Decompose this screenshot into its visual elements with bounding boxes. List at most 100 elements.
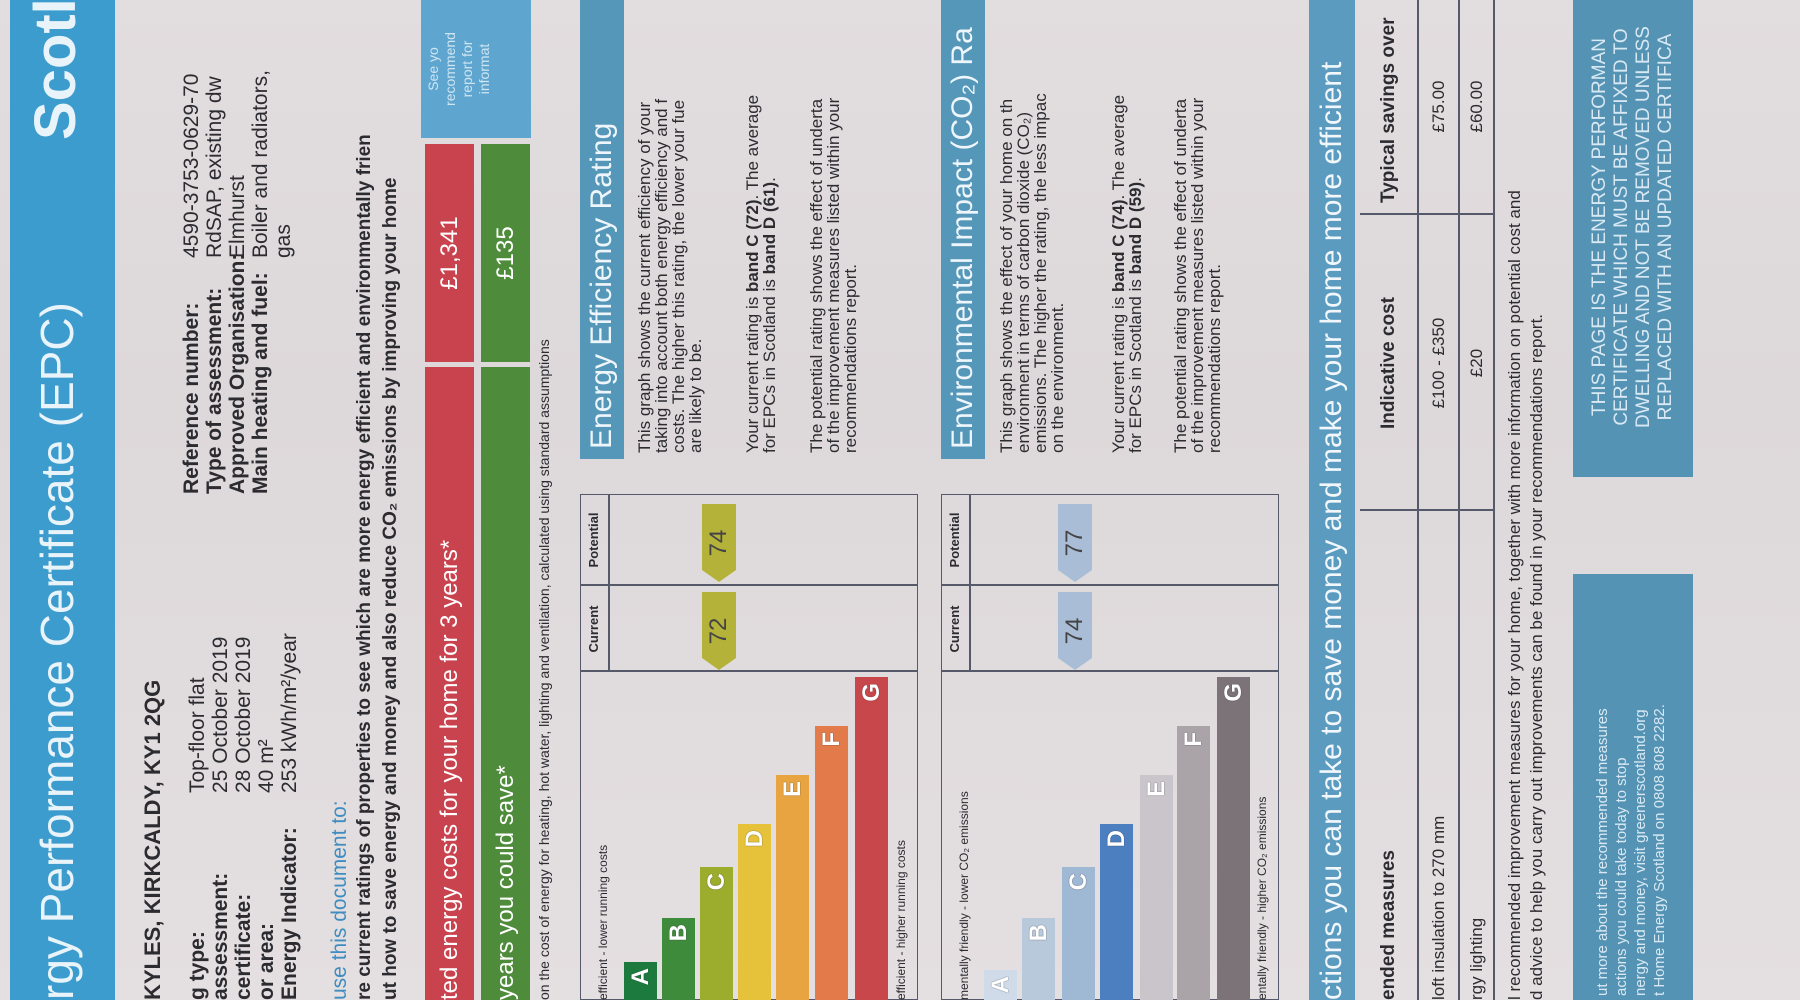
actions-heading: ctions you can take to save money and ma… <box>1309 0 1355 1000</box>
rating-band-b: B <box>662 918 695 1000</box>
rating-band-b: B <box>1022 918 1055 1000</box>
text-line: nergy and money, visit greenerscotland.o… <box>1632 709 1649 996</box>
column-current-label: Current <box>586 605 601 653</box>
table-header: ended measures <box>1378 850 1399 1000</box>
info-label: certificate: <box>232 893 255 1000</box>
info-value: Elmhurst <box>226 175 249 258</box>
document-title: rgy Performance Certificate (EPC) <box>31 302 83 1000</box>
info-label: g type: <box>186 931 209 1000</box>
savings-value: £135 <box>481 144 530 362</box>
property-address: KYLES, KIRKCALDY, KY1 2QG <box>140 679 165 1000</box>
column-divider <box>941 584 1279 586</box>
see-recommendations-box: See yo recommend report for informat <box>421 0 531 138</box>
energy-paragraph-3: The potential rating shows the effect of… <box>807 97 860 453</box>
text-line: environment in terms of carbon dioxide (… <box>1014 111 1033 453</box>
potential-rating-marker: 74 <box>702 504 736 582</box>
table-cell: £75.00 <box>1429 80 1448 133</box>
text-line: d advice to help you carry out improveme… <box>1527 313 1546 1000</box>
text: for EPCs in Scotland is <box>760 274 779 453</box>
current-rating-marker: 74 <box>1058 592 1092 670</box>
table-divider <box>1493 0 1495 1000</box>
info-label: Approved Organisation: <box>226 253 249 494</box>
intro-line: re current ratings of properties to see … <box>354 134 375 1000</box>
info-label: Main heating and fuel: <box>249 272 272 494</box>
info-box: ut more about the recommended measures a… <box>1573 574 1693 1000</box>
env-paragraph-1: This graph shows the effect of your home… <box>997 93 1067 453</box>
rating-band-f: F <box>1177 726 1210 1000</box>
text-line: REPLACED WITH AN UPDATED CERTIFICA <box>1655 33 1676 421</box>
costs-label: ted energy costs for your home for 3 yea… <box>425 367 474 1000</box>
text: . <box>760 177 779 182</box>
energy-heading: Energy Efficiency Rating <box>580 0 624 459</box>
text-line: ut more about the recommended measures <box>1594 708 1611 996</box>
info-value: 253 kWh/m²/year <box>278 633 301 793</box>
text-line: DWELLING AND NOT BE REMOVED UNLESS <box>1633 26 1654 428</box>
savings-label: years you could save* <box>481 367 530 1000</box>
see-box-line: report for <box>459 40 475 98</box>
table-cell: £20 <box>1467 348 1486 378</box>
text-line: emissions. The higher the rating, the le… <box>1031 93 1050 453</box>
info-label: or area: <box>255 922 278 1000</box>
rating-band-a: A <box>624 962 657 1000</box>
info-label: assessment: <box>209 872 232 1000</box>
text-line: recommendations report. <box>1205 264 1224 453</box>
recommendations-note: l recommended improvement measures for y… <box>1504 190 1548 1000</box>
costs-footnote: on the cost of energy for heating, hot w… <box>536 339 552 1000</box>
column-current-label: Current <box>947 605 962 653</box>
region-title: Scotla <box>23 0 88 140</box>
text-line: of the improvement measures listed withi… <box>1188 97 1207 453</box>
assessment-values: 4590-3753-0629-70 RdSAP, existing dw Elm… <box>180 70 295 258</box>
header-divider <box>969 494 971 672</box>
info-value: 4590-3753-0629-70 <box>180 73 203 259</box>
header-divider <box>608 494 610 672</box>
use-heading: use this document to: <box>328 800 351 1000</box>
column-potential-label: Potential <box>586 512 601 568</box>
see-box-line: See yo <box>425 47 441 91</box>
text-line: of the improvement measures listed withi… <box>824 97 843 453</box>
info-value: RdSAP, existing dw <box>203 76 226 258</box>
env-paragraph-3: The potential rating shows the effect of… <box>1171 97 1224 453</box>
text-line: are likely to be. <box>686 338 705 453</box>
table-cell: £60.00 <box>1467 80 1486 133</box>
table-cell: loft insulation to 270 mm <box>1429 815 1448 1000</box>
rating-band-c: C <box>700 867 733 1000</box>
potential-rating-marker: 77 <box>1058 504 1092 582</box>
column-divider <box>941 670 1279 672</box>
rating-band-e: E <box>776 775 809 1000</box>
text-line: recommendations report. <box>841 264 860 453</box>
see-box-line: recommend <box>442 32 458 106</box>
rating-band-d: D <box>1100 824 1133 1000</box>
property-values: Top-floor flat 25 October 2019 28 Octobe… <box>186 633 301 793</box>
intro-line: ut how to save energy and money and also… <box>380 177 401 1000</box>
costs-value: £1,341 <box>425 144 474 362</box>
text-line: taking into account both energy efficien… <box>652 98 671 453</box>
info-value: 28 October 2019 <box>232 636 255 793</box>
info-label: Energy Indicator: <box>278 827 301 1000</box>
text-line: CERTIFICATE WHICH MUST BE AFFIXED TO <box>1611 28 1632 426</box>
text-line: THIS PAGE IS THE ENERGY PERFORMAN <box>1589 38 1610 416</box>
current-rating-marker: 72 <box>702 592 736 670</box>
text-line: This graph shows the effect of your home… <box>997 98 1016 453</box>
text-line: on the environment. <box>1048 302 1067 453</box>
assessment-labels: Reference number: Type of assessment: Ap… <box>180 254 272 494</box>
chart-bottom-label: efficient - higher running costs <box>894 840 908 1000</box>
rating-band-a: A <box>984 970 1017 1000</box>
info-value: gas <box>272 224 295 258</box>
table-cell: £100 - £350 <box>1429 317 1448 409</box>
average-band: band D (59) <box>1126 181 1145 275</box>
see-box-line: informat <box>476 43 492 95</box>
table-cell: rgy lighting <box>1467 917 1486 1000</box>
table-header: Indicative cost <box>1378 297 1399 429</box>
average-band: band D (61) <box>760 181 779 275</box>
text: . <box>1126 177 1145 182</box>
column-divider <box>580 584 918 586</box>
rating-band-e: E <box>1140 775 1173 1000</box>
chart-bottom-label: entally friendly - higher CO₂ emissions <box>1255 796 1269 1000</box>
info-label: Type of assessment: <box>203 287 226 494</box>
info-value: Top-floor flat <box>186 677 209 793</box>
info-value: Boiler and radiators, <box>249 70 272 258</box>
energy-paragraph-1: This graph shows the current efficiency … <box>635 98 705 453</box>
rating-band-c: C <box>1062 867 1095 1000</box>
env-paragraph-2: Your current rating is band C (74). The … <box>1109 95 1145 453</box>
